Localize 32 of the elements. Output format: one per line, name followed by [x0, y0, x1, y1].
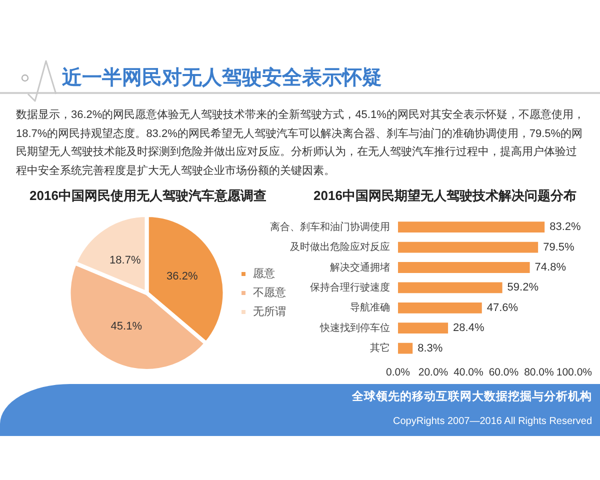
x-tick-label: 0.0%: [386, 366, 410, 379]
data-label: 47.6%: [486, 302, 518, 314]
data-label: 45.1%: [110, 320, 142, 332]
text: 全球领先的移动互联网大数据挖掘与分析机构: [352, 389, 592, 404]
x-tick-label: 20.0%: [418, 366, 448, 379]
data-label: 59.2%: [507, 282, 539, 294]
text: CopyRights 2007—2016 All Rights Reserved: [393, 416, 592, 427]
y-tick-label: 保持合理行驶速度: [310, 281, 390, 294]
y-tick-label: 解决交通拥堵: [330, 261, 390, 274]
x-tick-label: 80.0%: [524, 366, 554, 379]
x-tick-label: 100.0%: [556, 366, 592, 379]
data-label: 74.8%: [534, 262, 566, 274]
x-tick-label: 60.0%: [488, 366, 519, 379]
data-label: 28.4%: [453, 322, 484, 334]
legend-label: 无所谓: [253, 305, 286, 318]
chart-title: 2016中国网民使用无人驾驶汽车意愿调查: [28, 187, 268, 205]
data-label: 18.7%: [110, 254, 141, 267]
x-tick-label: 40.0%: [454, 366, 484, 379]
text: 数据显示，36.2%的网民愿意体验无人驾驶技术带来的全新驾驶方式，45.1%的网民对其安全表示怀疑，不愿意使用，18.7%的网民持观望态度。83.2%的网民希望无人驾驶汽车可以解决离合器、刹车与油门的准确协调使用，79.5%的网民期望无人驾驶技术能及时探测到危险并做出应对反应。分析师认为，在无人驾驶汽车推行过程中，提高用户体验过程中安全系统完善程度是扩大无人驾驶企业市场份额的关键因素。: [16, 108, 586, 178]
data-label: 8.3%: [418, 342, 443, 354]
y-tick-label: 导航准确: [350, 302, 390, 314]
legend-label: 不愿意: [253, 286, 286, 300]
data-label: 83.2%: [550, 221, 582, 234]
y-tick-label: 及时做出危险应对反应: [290, 241, 390, 254]
data-label: 36.2%: [166, 270, 198, 283]
y-tick-label: 离合、刹车和油门协调使用: [270, 220, 390, 233]
data-label: 79.5%: [543, 241, 574, 254]
text: 近一半网民对无人驾驶安全表示怀疑: [62, 66, 382, 91]
y-tick-label: 快速找到停车位: [319, 322, 390, 334]
y-tick-label: 其它: [370, 342, 390, 354]
legend-label: 愿意: [253, 267, 275, 280]
chart-title: 2016中国网民期望无人驾驶技术解决问题分布: [312, 187, 578, 205]
